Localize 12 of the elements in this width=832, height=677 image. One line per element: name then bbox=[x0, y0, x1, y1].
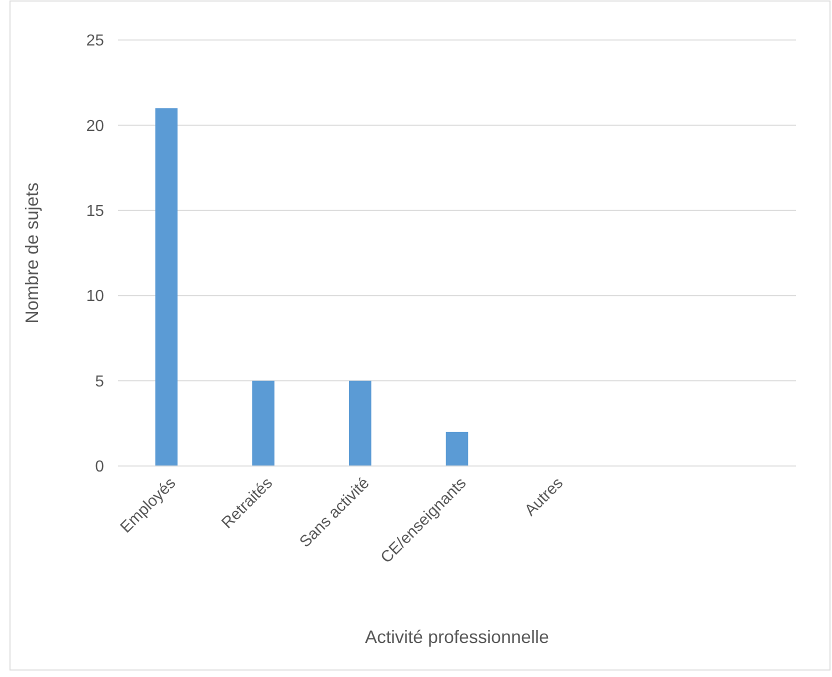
y-tick-label: 15 bbox=[86, 203, 104, 220]
y-tick-label: 25 bbox=[86, 32, 104, 50]
bar bbox=[349, 380, 372, 466]
y-tick-label: 10 bbox=[86, 288, 104, 306]
y-tick-label: 20 bbox=[86, 118, 104, 135]
y-tick-label: 5 bbox=[95, 373, 104, 390]
x-axis-title: Activité professionnelle bbox=[364, 627, 550, 647]
y-axis-title: Nombre de sujets bbox=[22, 182, 42, 324]
bar bbox=[155, 108, 178, 466]
bar bbox=[446, 432, 468, 466]
y-tick-label: 0 bbox=[95, 458, 104, 476]
bar bbox=[252, 380, 274, 466]
